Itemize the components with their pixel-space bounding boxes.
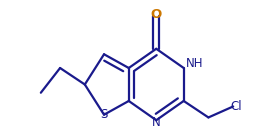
Text: O: O — [151, 8, 162, 21]
Text: Cl: Cl — [231, 100, 242, 113]
Text: N: N — [152, 116, 161, 129]
Text: NH: NH — [185, 57, 203, 70]
Text: S: S — [100, 108, 108, 121]
